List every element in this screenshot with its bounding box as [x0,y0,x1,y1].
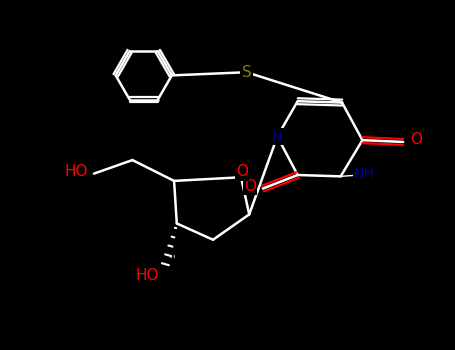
Text: HO: HO [135,268,159,283]
Text: S: S [242,65,252,80]
Text: N: N [272,130,283,144]
Text: ''': ''' [168,254,176,264]
Text: HO: HO [65,164,88,179]
Text: O: O [244,179,256,194]
Text: NH: NH [354,167,374,181]
Text: O: O [410,132,422,147]
Text: O: O [236,164,248,179]
